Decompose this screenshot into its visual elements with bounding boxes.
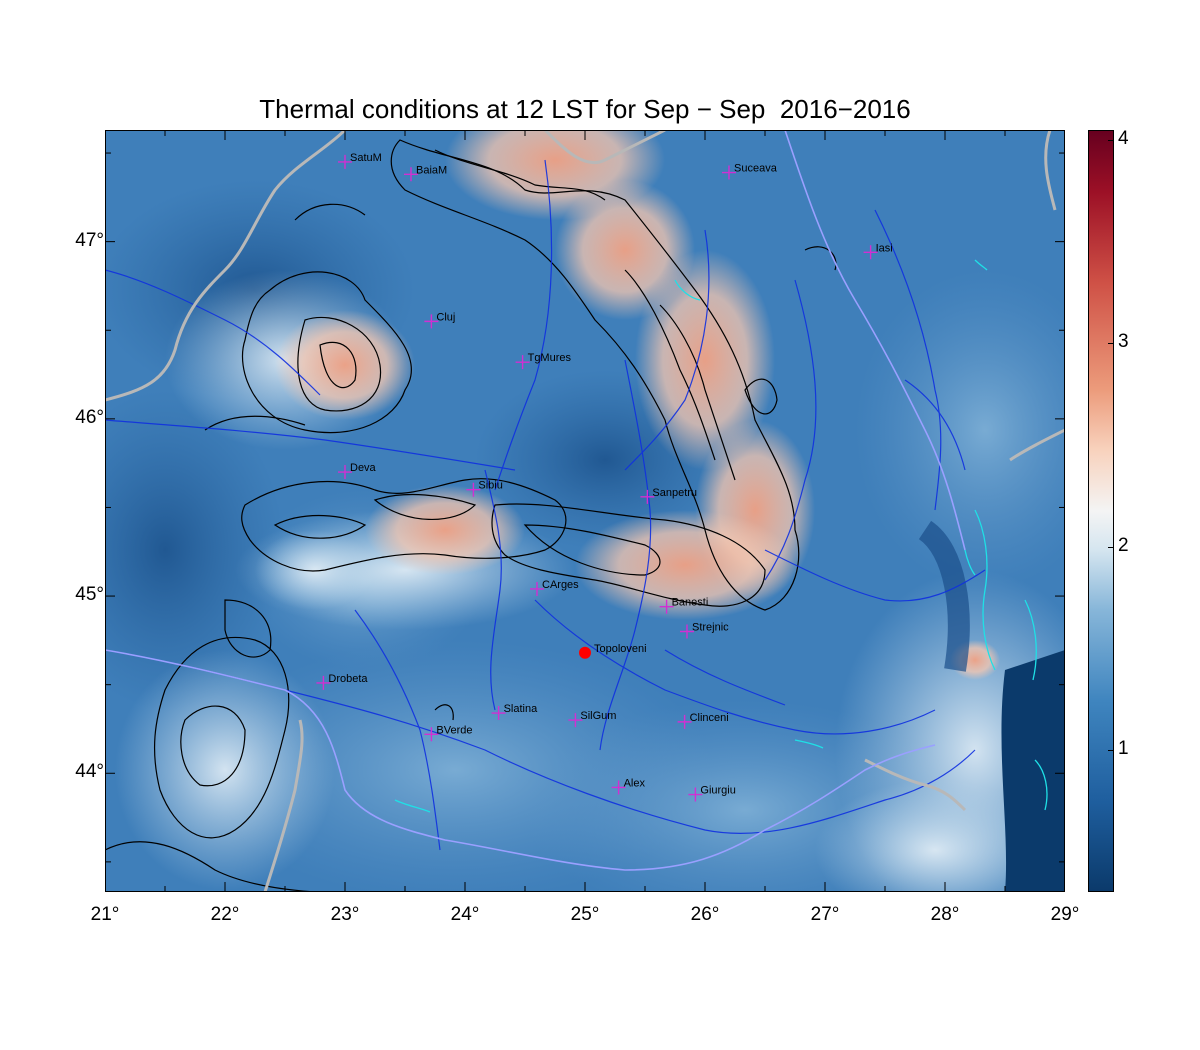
city-label: Drobeta xyxy=(328,673,368,685)
city-markers: SatuM BaiaM Suceava Iasi Cluj TgMures Deva Sibi… xyxy=(316,152,893,802)
city-marker[interactable]: Slatina xyxy=(491,703,539,721)
city-label: Strejnic xyxy=(692,622,729,634)
x-tick-label: 29° xyxy=(1050,904,1080,925)
danube-border xyxy=(105,130,966,871)
map-panel[interactable]: SatuM BaiaM Suceava Iasi Cluj TgMures Deva Sibi… xyxy=(105,130,1065,892)
city-cross-icon xyxy=(863,245,878,260)
highlight-label: Topoloveni xyxy=(594,643,647,655)
x-tick-label: 27° xyxy=(810,904,840,925)
map-frame-border xyxy=(105,130,1065,892)
x-tick-label: 22° xyxy=(210,904,240,925)
city-label: BaiaM xyxy=(416,164,447,176)
city-label: Banesti xyxy=(672,597,709,609)
city-marker[interactable]: Iasi xyxy=(863,242,893,260)
country-borders xyxy=(105,130,1065,892)
city-cross-icon xyxy=(611,780,626,795)
city-marker[interactable]: SatuM xyxy=(338,152,382,169)
city-cross-icon xyxy=(568,713,583,728)
city-cross-icon xyxy=(424,314,439,329)
city-marker[interactable]: Drobeta xyxy=(316,673,368,690)
city-marker[interactable]: CArges xyxy=(530,579,579,596)
x-tick-label: 26° xyxy=(690,904,720,925)
city-cross-icon xyxy=(722,165,736,180)
city-marker[interactable]: Clinceni xyxy=(677,712,729,729)
city-cross-icon xyxy=(515,355,530,370)
city-marker[interactable]: Cluj xyxy=(424,311,455,329)
city-cross-icon xyxy=(677,714,692,729)
colorbar xyxy=(1088,130,1114,892)
city-cross-icon xyxy=(316,675,331,690)
colorbar-tick-mark xyxy=(1108,546,1114,548)
city-marker[interactable]: Banesti xyxy=(659,597,709,614)
colorbar-tick-label: 3 xyxy=(1118,331,1129,353)
thermal-field-shading xyxy=(105,130,1065,892)
x-tick-label: 21° xyxy=(90,904,120,925)
map-title: Thermal conditions at 12 LST for Sep − S… xyxy=(259,94,911,124)
city-cross-icon xyxy=(659,599,674,614)
city-label: Clinceni xyxy=(690,712,729,724)
city-marker[interactable]: Deva xyxy=(338,462,377,480)
city-label: Suceava xyxy=(734,163,778,175)
city-label: Sibiu xyxy=(478,480,502,492)
highlight-site[interactable]: Topoloveni xyxy=(579,643,647,659)
colorbar-tick-mark xyxy=(1108,749,1114,751)
city-cross-icon xyxy=(404,167,418,182)
city-cross-icon xyxy=(424,727,439,742)
y-tick-label: 44° xyxy=(75,761,104,783)
city-marker[interactable]: TgMures xyxy=(515,352,572,370)
x-tick-label: 24° xyxy=(450,904,480,925)
city-cross-icon xyxy=(640,489,655,504)
colorbar-tick-label: 4 xyxy=(1118,128,1129,150)
x-tick-label: 28° xyxy=(930,904,960,925)
city-label: SilGum xyxy=(580,710,616,722)
highlight-dot-icon xyxy=(579,646,591,659)
city-marker[interactable]: BVerde xyxy=(424,724,472,742)
city-marker[interactable]: BaiaM xyxy=(404,164,447,182)
city-marker[interactable]: Giurgiu xyxy=(688,785,736,802)
city-cross-icon xyxy=(688,787,703,802)
city-cross-icon xyxy=(530,581,544,596)
y-tick-label: 45° xyxy=(75,584,104,606)
city-label: BVerde xyxy=(436,724,472,736)
city-label: Cluj xyxy=(436,311,455,323)
lakes-coastline xyxy=(394,259,1048,813)
colorbar-tick-mark xyxy=(1108,140,1114,142)
city-marker[interactable]: Sanpetru xyxy=(640,487,697,504)
city-label: CArges xyxy=(542,579,579,591)
city-cross-icon xyxy=(680,624,694,639)
colorbar-tick-label: 2 xyxy=(1118,534,1129,556)
city-cross-icon xyxy=(491,706,506,721)
city-marker[interactable]: Strejnic xyxy=(680,622,729,639)
city-label: Iasi xyxy=(876,242,893,254)
map-canvas[interactable]: SatuM BaiaM Suceava Iasi Cluj TgMures Deva Sibi… xyxy=(105,130,1065,892)
city-cross-icon xyxy=(338,154,352,169)
colorbar-tick-mark xyxy=(1108,343,1114,345)
city-label: Giurgiu xyxy=(700,785,735,797)
city-cross-icon xyxy=(466,482,481,497)
city-cross-icon xyxy=(338,465,352,480)
city-marker[interactable]: Sibiu xyxy=(466,480,503,497)
city-marker[interactable]: Suceava xyxy=(722,163,778,180)
city-label: Alex xyxy=(624,777,646,789)
y-tick-label: 46° xyxy=(75,406,104,428)
y-tick-label: 47° xyxy=(75,229,104,251)
city-label: SatuM xyxy=(350,152,382,164)
city-label: Sanpetru xyxy=(652,487,697,499)
colorbar-tick-label: 1 xyxy=(1118,737,1129,759)
city-marker[interactable]: Alex xyxy=(611,777,646,795)
x-tick-label: 23° xyxy=(330,904,360,925)
x-tick-label: 25° xyxy=(570,904,600,925)
city-label: Deva xyxy=(350,462,377,474)
city-label: TgMures xyxy=(528,352,572,364)
city-marker[interactable]: SilGum xyxy=(568,710,616,728)
city-label: Slatina xyxy=(504,703,539,715)
